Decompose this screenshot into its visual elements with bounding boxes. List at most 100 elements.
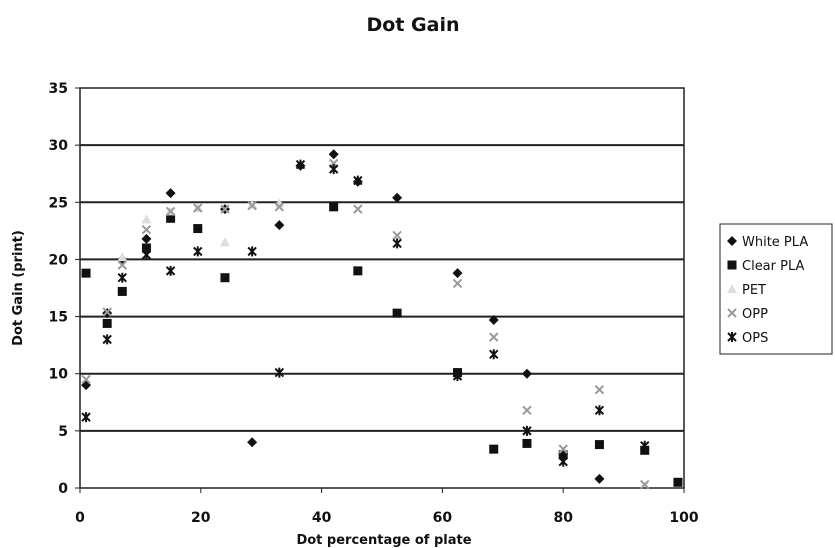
point-ops	[247, 246, 257, 257]
point-clear-pla	[329, 202, 339, 212]
point-clear-pla	[102, 318, 112, 328]
point-ops	[274, 367, 285, 378]
point-opp	[489, 332, 499, 342]
legend-box	[719, 223, 833, 355]
point-white-pla	[165, 188, 176, 199]
point-white-pla	[247, 437, 258, 448]
legend: White PLA Clear PLA PET OPP OPS	[719, 223, 833, 355]
point-ops	[640, 440, 650, 451]
point-white-pla	[594, 473, 605, 484]
point-opp	[117, 260, 127, 270]
point-opp	[247, 201, 257, 211]
point-clear-pla	[117, 286, 127, 296]
point-opp	[594, 385, 605, 395]
legend-label: OPP	[742, 307, 768, 322]
point-white-pla	[328, 149, 339, 160]
point-white-pla	[521, 368, 532, 379]
gridlines	[80, 144, 684, 432]
point-opp	[141, 225, 152, 235]
point-clear-pla	[141, 243, 151, 253]
point-clear-pla	[522, 438, 532, 448]
data-points	[81, 149, 683, 490]
y-tick-label: 0	[58, 481, 68, 497]
point-ops	[102, 334, 112, 345]
point-clear-pla	[673, 477, 683, 487]
point-clear-pla	[166, 213, 176, 223]
legend-item-opp: OPP	[727, 307, 768, 322]
point-ops	[141, 249, 152, 260]
point-pet	[247, 199, 258, 209]
series-ops	[81, 159, 650, 467]
point-opp	[165, 206, 176, 217]
x-tick-label: 60	[433, 510, 453, 526]
point-clear-pla	[489, 444, 499, 454]
x-axis-ticks: 0 20 40 60 80 100	[75, 488, 699, 526]
y-tick-label: 15	[49, 310, 68, 326]
point-opp	[353, 204, 363, 214]
point-ops	[193, 246, 203, 257]
legend-item-white-pla: White PLA	[727, 235, 808, 250]
legend-item-pet: PET	[727, 283, 766, 298]
point-opp	[558, 444, 568, 454]
point-ops	[165, 265, 176, 276]
legend-label: White PLA	[742, 235, 808, 250]
point-opp	[81, 374, 91, 385]
y-axis-title: Dot Gain (print)	[11, 230, 26, 346]
y-tick-label: 10	[49, 367, 69, 383]
legend-marker-opp	[727, 308, 737, 318]
point-pet	[117, 252, 128, 262]
point-ops	[81, 412, 91, 423]
point-ops	[489, 349, 499, 360]
point-ops	[452, 371, 463, 381]
y-tick-label: 35	[49, 81, 68, 97]
point-opp	[452, 278, 463, 289]
point-opp	[102, 307, 112, 317]
point-opp	[522, 405, 532, 415]
point-opp	[274, 202, 285, 212]
point-opp	[640, 479, 650, 490]
x-tick-label: 0	[75, 510, 85, 526]
point-ops	[522, 425, 532, 436]
x-axis-title: Dot percentage of plate	[296, 533, 471, 548]
legend-marker-clear-pla	[727, 260, 737, 270]
point-white-pla	[274, 220, 285, 231]
point-opp	[220, 204, 230, 214]
y-tick-label: 5	[58, 424, 68, 440]
point-white-pla	[452, 268, 463, 279]
plot-area	[79, 87, 685, 489]
point-white-pla	[141, 233, 152, 244]
point-clear-pla	[392, 308, 402, 318]
legend-item-ops: OPS	[727, 331, 768, 346]
point-ops	[558, 456, 568, 467]
legend-label: OPS	[742, 331, 768, 346]
x-tick-label: 100	[669, 510, 698, 526]
y-tick-label: 25	[49, 195, 68, 211]
point-ops	[392, 238, 402, 249]
legend-marker-white-pla	[727, 236, 737, 246]
legend-label: Clear PLA	[742, 259, 805, 274]
legend-label: PET	[742, 283, 766, 298]
legend-marker-ops	[727, 332, 737, 342]
point-pet	[219, 237, 230, 247]
y-tick-label: 30	[49, 138, 69, 154]
legend-marker-pet	[727, 284, 737, 293]
point-clear-pla	[594, 440, 604, 450]
point-opp	[193, 203, 203, 213]
point-clear-pla	[193, 224, 203, 234]
x-tick-label: 80	[553, 510, 573, 526]
y-tick-label: 20	[49, 252, 69, 268]
point-pet	[141, 214, 152, 224]
legend-item-clear-pla: Clear PLA	[727, 259, 805, 274]
point-ops	[295, 159, 306, 170]
x-tick-label: 40	[312, 510, 332, 526]
point-ops	[117, 272, 127, 283]
point-clear-pla	[81, 268, 91, 278]
series-opp	[81, 158, 650, 490]
x-tick-label: 20	[191, 510, 211, 526]
y-axis-ticks: 0 5 10 15 20 25 30 35	[49, 81, 80, 497]
chart-title: Dot Gain	[367, 14, 460, 36]
point-white-pla	[392, 192, 403, 203]
point-clear-pla	[220, 273, 230, 283]
point-white-pla	[488, 315, 499, 325]
